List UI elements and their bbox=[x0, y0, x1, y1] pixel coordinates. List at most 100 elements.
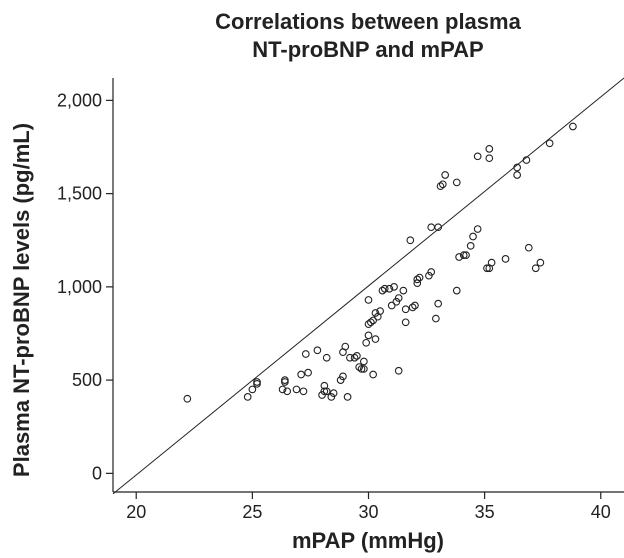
data-point bbox=[369, 370, 377, 379]
data-point bbox=[455, 253, 463, 261]
x-axis-label: mPAP (mmHg) bbox=[292, 528, 444, 553]
data-point bbox=[322, 387, 331, 396]
data-point bbox=[466, 241, 475, 250]
data-point bbox=[390, 283, 398, 291]
data-point bbox=[524, 243, 533, 252]
data-point bbox=[385, 284, 394, 293]
data-point bbox=[473, 152, 482, 161]
x-tick-label: 30 bbox=[358, 502, 378, 522]
data-point bbox=[371, 309, 380, 317]
y-tick-label: 2,000 bbox=[57, 90, 102, 110]
data-point bbox=[355, 363, 364, 371]
data-point bbox=[545, 139, 554, 148]
data-point bbox=[438, 180, 447, 189]
data-point bbox=[441, 171, 450, 179]
data-point bbox=[371, 335, 380, 343]
reference-line bbox=[112, 77, 624, 495]
data-point bbox=[513, 163, 522, 172]
data-point bbox=[299, 387, 308, 396]
data-point bbox=[452, 178, 461, 187]
data-point bbox=[415, 273, 424, 282]
data-point bbox=[399, 286, 408, 295]
data-point bbox=[408, 303, 417, 312]
data-point bbox=[452, 286, 461, 295]
reference-line-group bbox=[112, 77, 624, 495]
data-point bbox=[434, 223, 443, 232]
data-point bbox=[292, 385, 301, 394]
data-point bbox=[469, 232, 477, 241]
y-tick-label: 500 bbox=[72, 370, 102, 390]
data-point bbox=[318, 391, 326, 399]
chart-title: Correlations between plasma NT-proBNP an… bbox=[112, 8, 624, 64]
data-point bbox=[513, 171, 522, 179]
x-tick-label: 40 bbox=[591, 502, 611, 522]
data-point bbox=[301, 350, 310, 358]
data-point bbox=[364, 331, 373, 340]
data-point bbox=[341, 342, 350, 351]
data-point bbox=[436, 182, 445, 191]
data-point bbox=[253, 378, 261, 386]
data-point bbox=[360, 365, 368, 373]
y-tick-label: 1,000 bbox=[57, 277, 102, 297]
data-point bbox=[411, 301, 419, 310]
data-point bbox=[401, 318, 410, 327]
data-point bbox=[183, 394, 192, 403]
data-point bbox=[434, 299, 443, 308]
data-point bbox=[353, 352, 361, 360]
data-point bbox=[336, 376, 345, 384]
x-ticks: 20 25 30 35 40 bbox=[126, 492, 611, 522]
chart-title-line-2: NT-proBNP and mPAP bbox=[252, 37, 484, 62]
data-point bbox=[360, 357, 368, 366]
x-tick-label: 35 bbox=[475, 502, 495, 522]
data-point bbox=[485, 154, 494, 163]
data-point bbox=[366, 318, 375, 327]
data-point bbox=[462, 251, 470, 260]
data-point bbox=[380, 284, 389, 293]
data-point bbox=[378, 286, 387, 295]
data-point bbox=[487, 258, 496, 267]
data-point bbox=[376, 307, 384, 315]
data-point bbox=[369, 316, 377, 325]
data-point bbox=[278, 385, 287, 394]
data-point bbox=[569, 122, 577, 131]
data-point bbox=[350, 353, 359, 362]
data-point bbox=[392, 297, 401, 306]
data-point bbox=[320, 387, 329, 396]
data-point bbox=[427, 223, 436, 232]
data-point bbox=[364, 320, 373, 329]
data-point bbox=[329, 389, 338, 398]
data-point bbox=[413, 275, 422, 284]
data-point bbox=[473, 225, 482, 233]
data-point bbox=[387, 301, 396, 310]
data-point bbox=[243, 393, 252, 401]
data-point bbox=[283, 387, 292, 396]
data-point bbox=[327, 393, 336, 401]
y-tick-label: 0 bbox=[92, 463, 102, 483]
x-tick-label: 25 bbox=[242, 502, 262, 522]
data-point bbox=[362, 338, 371, 347]
data-point bbox=[459, 251, 468, 260]
data-point bbox=[425, 271, 433, 280]
data-point bbox=[364, 296, 373, 304]
data-point bbox=[281, 376, 289, 384]
data-point bbox=[304, 368, 312, 377]
data-point bbox=[485, 145, 494, 153]
data-point bbox=[432, 314, 440, 323]
data-point bbox=[346, 353, 354, 362]
data-point bbox=[427, 268, 436, 276]
data-point bbox=[401, 305, 410, 314]
data-point bbox=[522, 156, 531, 164]
data-point bbox=[531, 264, 540, 273]
data-point bbox=[313, 346, 322, 355]
data-point bbox=[501, 255, 510, 263]
data-point bbox=[297, 370, 305, 379]
data-point bbox=[343, 393, 352, 401]
y-ticks: 0 500 1,000 1,500 2,000 bbox=[57, 90, 113, 483]
chart-title-line-1: Correlations between plasma bbox=[215, 9, 521, 34]
data-point bbox=[394, 366, 403, 375]
x-tick-label: 20 bbox=[126, 502, 146, 522]
data-point bbox=[406, 236, 415, 245]
data-point bbox=[394, 294, 403, 302]
data-point bbox=[536, 258, 545, 267]
